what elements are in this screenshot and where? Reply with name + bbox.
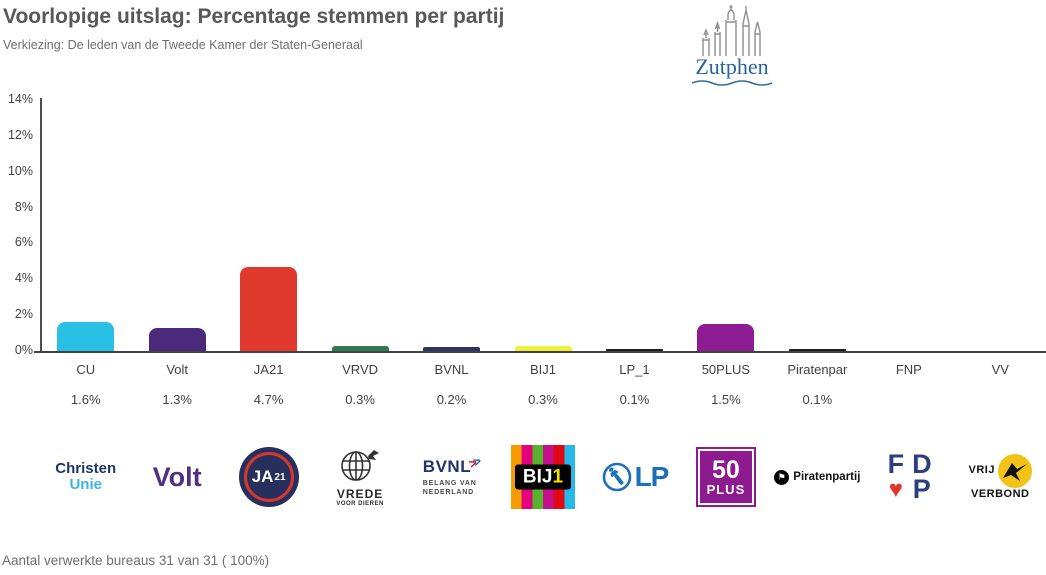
category-label-vrvd: VRVD xyxy=(342,362,379,377)
y-axis-tick-label: 4% xyxy=(14,271,33,286)
torch-circle-icon xyxy=(602,462,631,492)
y-axis-tick-label: 12% xyxy=(7,127,33,142)
processed-bureaus-status: Aantal verwerkte bureaus 31 van 31 ( 100… xyxy=(2,553,270,568)
bar-piraten xyxy=(788,349,846,351)
globe-dove-icon xyxy=(341,449,380,481)
party-logo-box-piraten: ⚑ Piratenpartij xyxy=(771,436,863,518)
category-label-piraten: Piratenpar xyxy=(787,362,848,377)
category-label-volt: Volt xyxy=(166,362,189,377)
y-axis-tick-label: 10% xyxy=(7,163,33,178)
y-axis-tick-label: 8% xyxy=(14,199,33,214)
bij1-logo: BIJ1 xyxy=(511,445,575,509)
bvnl-logo: BVNL>> BELANG VAN NEDERLAND xyxy=(422,454,481,497)
bar-vrvd xyxy=(331,346,389,351)
category-label-bij1: BIJ1 xyxy=(529,362,556,377)
y-axis-tick-label: 14% xyxy=(7,92,33,106)
value-label-50plus: 1.5% xyxy=(711,392,741,407)
y-axis-line xyxy=(40,98,42,352)
vrede-voor-dieren-logo: VREDE VOOR DIEREN xyxy=(336,447,384,508)
bar-volt xyxy=(148,328,206,351)
value-label-vrvd: 0.3% xyxy=(345,392,375,407)
fnp-logo-letter: P xyxy=(912,474,931,504)
pirate-flag-icon: ⚑ xyxy=(774,469,790,485)
fnp-logo: F D ♥ P xyxy=(883,449,935,504)
bvnl-logo-subtext: BELANG VAN xyxy=(422,480,477,487)
bij1-logo-text: BIJ1 xyxy=(515,464,571,490)
party-logo-box-fnp: F D ♥ P xyxy=(863,436,955,518)
ja21-logo-text: JA 21 xyxy=(251,467,286,486)
vrij-verbond-logo-row: VRIJ xyxy=(968,453,1032,488)
bvnl-logo-subtext: NEDERLAND xyxy=(422,489,474,496)
christenunie-logo: Christen Unie xyxy=(55,461,116,493)
y-axis-tick-label: 0% xyxy=(14,343,33,357)
fnp-logo-letter: D xyxy=(912,449,932,479)
zutphen-logo: Zutphen xyxy=(686,2,778,87)
category-label-bvnl: BVNL xyxy=(434,362,469,377)
category-label-lp1: LP_1 xyxy=(619,362,650,377)
ja21-logo: JA 21 xyxy=(238,447,299,507)
y-axis-tick-label: 6% xyxy=(14,235,33,250)
christenunie-logo-text: Christen xyxy=(55,460,117,477)
libertaire-partij-logo: LP xyxy=(601,461,669,493)
category-label-ja21: JA21 xyxy=(253,362,284,377)
value-label-piraten: 0.1% xyxy=(802,392,833,407)
bar-cu xyxy=(57,322,115,351)
party-logo-box-bij1: BIJ1 xyxy=(497,436,589,518)
vrij-verbond-logo-text: VRIJ xyxy=(968,464,995,476)
category-label-cu: CU xyxy=(76,362,96,377)
y-axis-tick-label: 2% xyxy=(14,307,33,322)
heart-icon: ♥ xyxy=(888,476,903,503)
party-logo-box-cu: Christen Unie xyxy=(40,436,132,518)
bar-50plus xyxy=(697,324,755,351)
bar-lp1 xyxy=(605,349,663,351)
vrij-verbond-logo: VRIJ VERBOND xyxy=(968,453,1032,501)
party-logo-box-lp1: LP xyxy=(588,436,680,518)
bvnl-logo-text: BVNL xyxy=(422,457,472,476)
christenunie-logo-text: Unie xyxy=(69,476,102,493)
page-subtitle: Verkiezing: De leden van de Tweede Kamer… xyxy=(3,38,363,52)
x-axis-line xyxy=(34,351,1046,353)
value-label-lp1: 0.1% xyxy=(619,392,650,407)
party-logo-box-volt: Volt xyxy=(131,436,223,518)
category-label-50plus: 50PLUS xyxy=(701,362,751,377)
zutphen-skyline-icon xyxy=(702,5,761,56)
50plus-logo-text: PLUS xyxy=(706,481,746,497)
party-logo-box-vv: VRIJ VERBOND xyxy=(954,436,1046,518)
page-title: Voorlopige uitslag: Percentage stemmen p… xyxy=(3,5,505,28)
vrede-logo-text: VREDE xyxy=(336,486,384,501)
bar-ja21 xyxy=(240,267,298,351)
value-label-ja21: 4.7% xyxy=(253,392,284,407)
party-logo-box-vrvd: VREDE VOOR DIEREN xyxy=(314,436,406,518)
bvnl-logo-name-row: BVNL>> xyxy=(422,454,481,477)
50plus-logo-number: 50 xyxy=(712,455,740,484)
value-label-cu: 1.6% xyxy=(70,392,101,407)
zutphen-logo-text: Zutphen xyxy=(695,54,769,79)
volt-logo: Volt xyxy=(152,461,202,492)
zutphen-wave-icon xyxy=(691,80,773,86)
value-label-bij1: 0.3% xyxy=(528,392,558,407)
piratenpartij-logo-text: Piratenpartij xyxy=(793,471,861,483)
fnp-logo-letter: F xyxy=(887,449,905,479)
party-logo-box-50plus: 50 PLUS xyxy=(680,436,772,518)
bar-bvnl xyxy=(423,347,481,351)
value-label-volt: 1.3% xyxy=(162,392,192,407)
vrij-verbond-logo-text: VERBOND xyxy=(971,487,1030,500)
category-label-vv: VV xyxy=(991,362,1009,377)
50plus-logo-inner: 50 PLUS xyxy=(697,449,754,505)
piratenpartij-logo: ⚑ Piratenpartij xyxy=(774,469,861,485)
party-logo-box-ja21: JA 21 xyxy=(223,436,315,518)
origami-bird-icon xyxy=(998,453,1032,488)
party-logo-box-bvnl: BVNL>> BELANG VAN NEDERLAND xyxy=(406,436,498,518)
bar-bij1 xyxy=(514,346,572,351)
value-label-bvnl: 0.2% xyxy=(436,392,467,407)
ja21-logo-ring xyxy=(243,452,294,502)
lp-logo-text: LP xyxy=(634,461,670,492)
50plus-logo: 50 PLUS xyxy=(695,447,756,507)
category-label-fnp: FNP xyxy=(895,362,922,377)
vrede-logo-subtext: VOOR DIEREN xyxy=(336,500,384,507)
